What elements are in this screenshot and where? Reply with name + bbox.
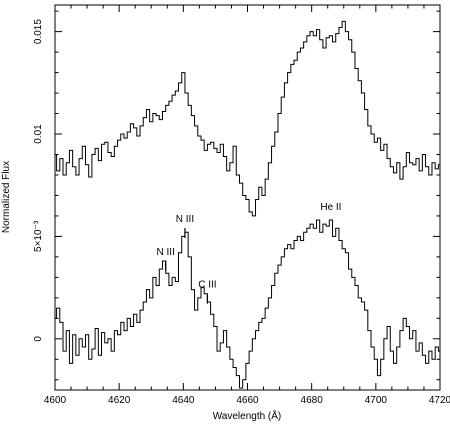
x-tick-label: 4720 [429, 395, 450, 406]
spectrum-series-2 [55, 219, 440, 389]
line-id-label: C III [198, 280, 216, 291]
annotations: N III N III C III He II [157, 202, 341, 304]
y-tick-label: 5×10⁻³ [33, 220, 44, 252]
line-id-label: N III [157, 247, 175, 258]
plot-frame [54, 4, 441, 391]
y-ticks: 0 5×10⁻³ 0.01 0.015 [33, 10, 440, 381]
y-tick-label: 0.01 [33, 124, 44, 144]
y-tick-label: 0 [33, 336, 44, 342]
series-group [55, 20, 440, 389]
line-id-label: N III [176, 214, 194, 225]
x-ticks: 4600 4620 4640 4660 4680 4700 4720 [44, 5, 450, 406]
line-id-label: He II [320, 202, 341, 213]
y-tick-label: 0.015 [33, 19, 44, 44]
spectrum-series-1 [55, 20, 440, 217]
x-tick-label: 4640 [172, 395, 195, 406]
y-axis-label: Normalized Flux [1, 161, 12, 233]
x-tick-label: 4620 [108, 395, 131, 406]
x-tick-label: 4680 [301, 395, 324, 406]
x-axis-label: Wavelength (Å) [213, 409, 282, 422]
x-tick-label: 4700 [365, 395, 388, 406]
x-tick-label: 4660 [236, 395, 259, 406]
x-tick-label: 4600 [44, 395, 67, 406]
